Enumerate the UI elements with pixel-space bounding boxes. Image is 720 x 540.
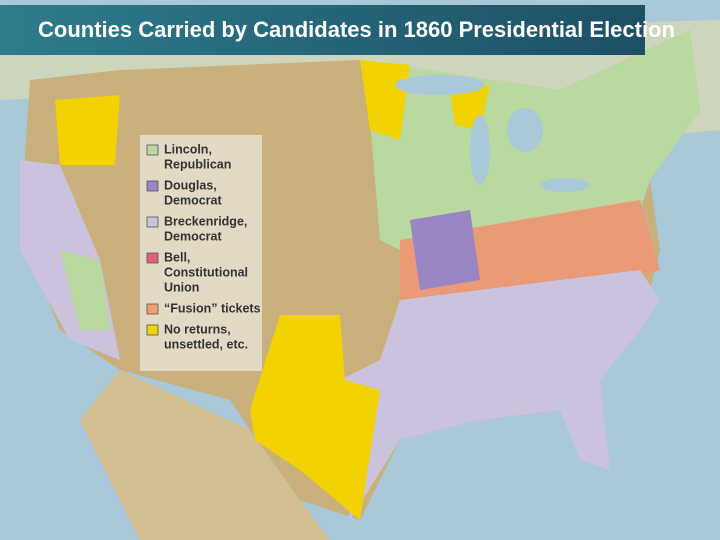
title: Counties Carried by Candidates in 1860 P…	[38, 17, 675, 42]
legend: Lincoln,RepublicanDouglas,DemocratBrecke…	[146, 142, 261, 351]
minnesota	[360, 60, 410, 140]
legend-label: Douglas,	[164, 178, 217, 192]
legend-swatch	[146, 303, 159, 315]
california-north	[60, 250, 110, 330]
legend-label: Breckenridge,	[164, 214, 247, 228]
legend-swatch	[146, 324, 159, 336]
legend-swatch	[146, 216, 159, 228]
lake-michigan	[470, 115, 490, 185]
legend-label: unsettled, etc.	[164, 337, 248, 351]
legend-swatch	[146, 180, 159, 192]
legend-label: Democrat	[164, 229, 222, 243]
legend-swatch	[146, 144, 159, 156]
legend-label: Bell,	[164, 250, 190, 264]
title-banner	[0, 5, 645, 55]
legend-label: Union	[164, 280, 199, 294]
legend-label: No returns,	[164, 322, 231, 336]
douglas-region	[410, 210, 480, 290]
oregon	[55, 95, 120, 165]
legend-label: Lincoln,	[164, 142, 212, 156]
mexico	[80, 370, 330, 540]
lake-erie	[540, 178, 590, 192]
legend-label: Constitutional	[164, 265, 248, 279]
lake-superior	[395, 75, 485, 95]
legend-label: “Fusion” tickets	[164, 301, 261, 315]
legend-label: Democrat	[164, 193, 222, 207]
lake-huron	[507, 108, 543, 152]
texas	[250, 315, 380, 520]
legend-swatch	[146, 252, 159, 264]
legend-label: Republican	[164, 157, 231, 171]
southern-states	[340, 270, 660, 520]
legend-box	[140, 135, 262, 371]
